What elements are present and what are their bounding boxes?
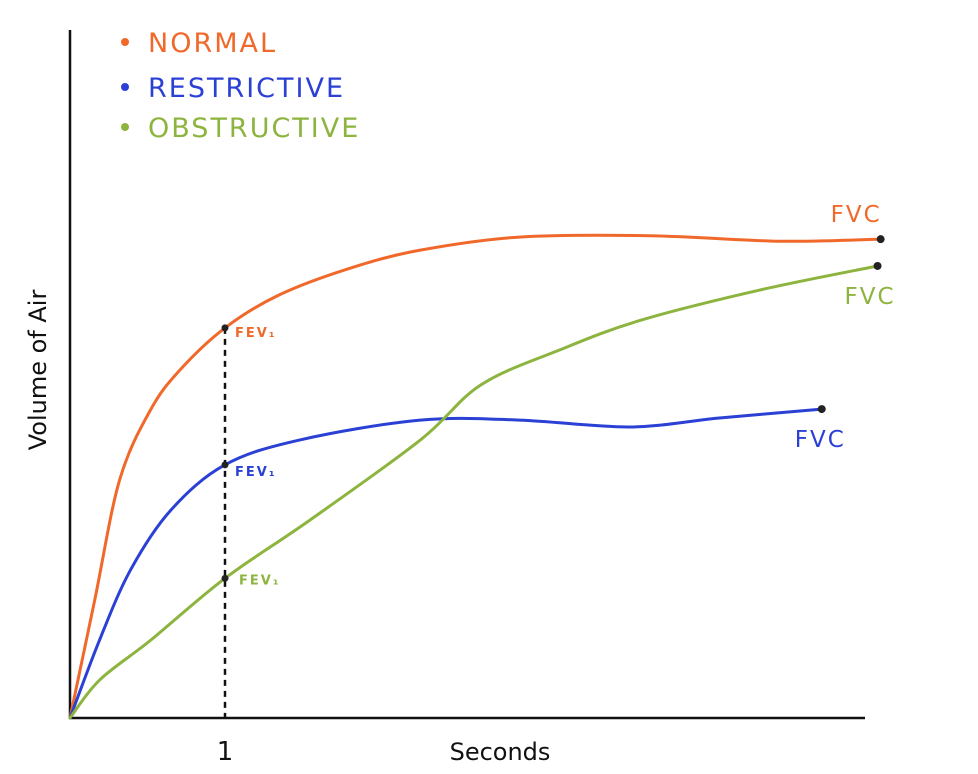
restrictive-fvc-label: FVC [795, 427, 846, 453]
restrictive-fvc-point [817, 405, 826, 414]
obstructive-curve [68, 264, 880, 720]
normal-fvc-point [876, 235, 885, 244]
legend: NORMAL RESTRICTIVE OBSTRUCTIVE [121, 28, 360, 144]
x-tick-label: 1 [217, 737, 234, 767]
obstructive-fev1-point [221, 574, 229, 582]
normal-fvc-label: FVC [831, 202, 882, 228]
series-group: FEV₁ FVC FEV₁ FVC FEV₁ FVC [68, 202, 896, 720]
restrictive-curve [68, 407, 824, 720]
x-axis-label: Seconds [450, 738, 551, 766]
y-axis-label: Volume of Air [24, 290, 52, 451]
restrictive-fev1-point [221, 461, 229, 469]
legend-restrictive-label: RESTRICTIVE [148, 73, 345, 104]
legend-restrictive-marker [121, 83, 129, 91]
obstructive-fvc-point [873, 261, 882, 270]
normal-fev1-label: FEV₁ [235, 326, 277, 341]
obstructive-fev1-label: FEV₁ [239, 573, 281, 588]
restrictive-fev1-label: FEV₁ [235, 465, 277, 480]
normal-fev1-point [221, 324, 229, 332]
legend-normal-marker [121, 38, 129, 46]
obstructive-fvc-label: FVC [845, 284, 896, 310]
legend-normal-label: NORMAL [148, 28, 277, 59]
legend-obstructive-marker [121, 123, 129, 131]
normal-curve [68, 233, 883, 720]
legend-obstructive-label: OBSTRUCTIVE [148, 113, 360, 144]
